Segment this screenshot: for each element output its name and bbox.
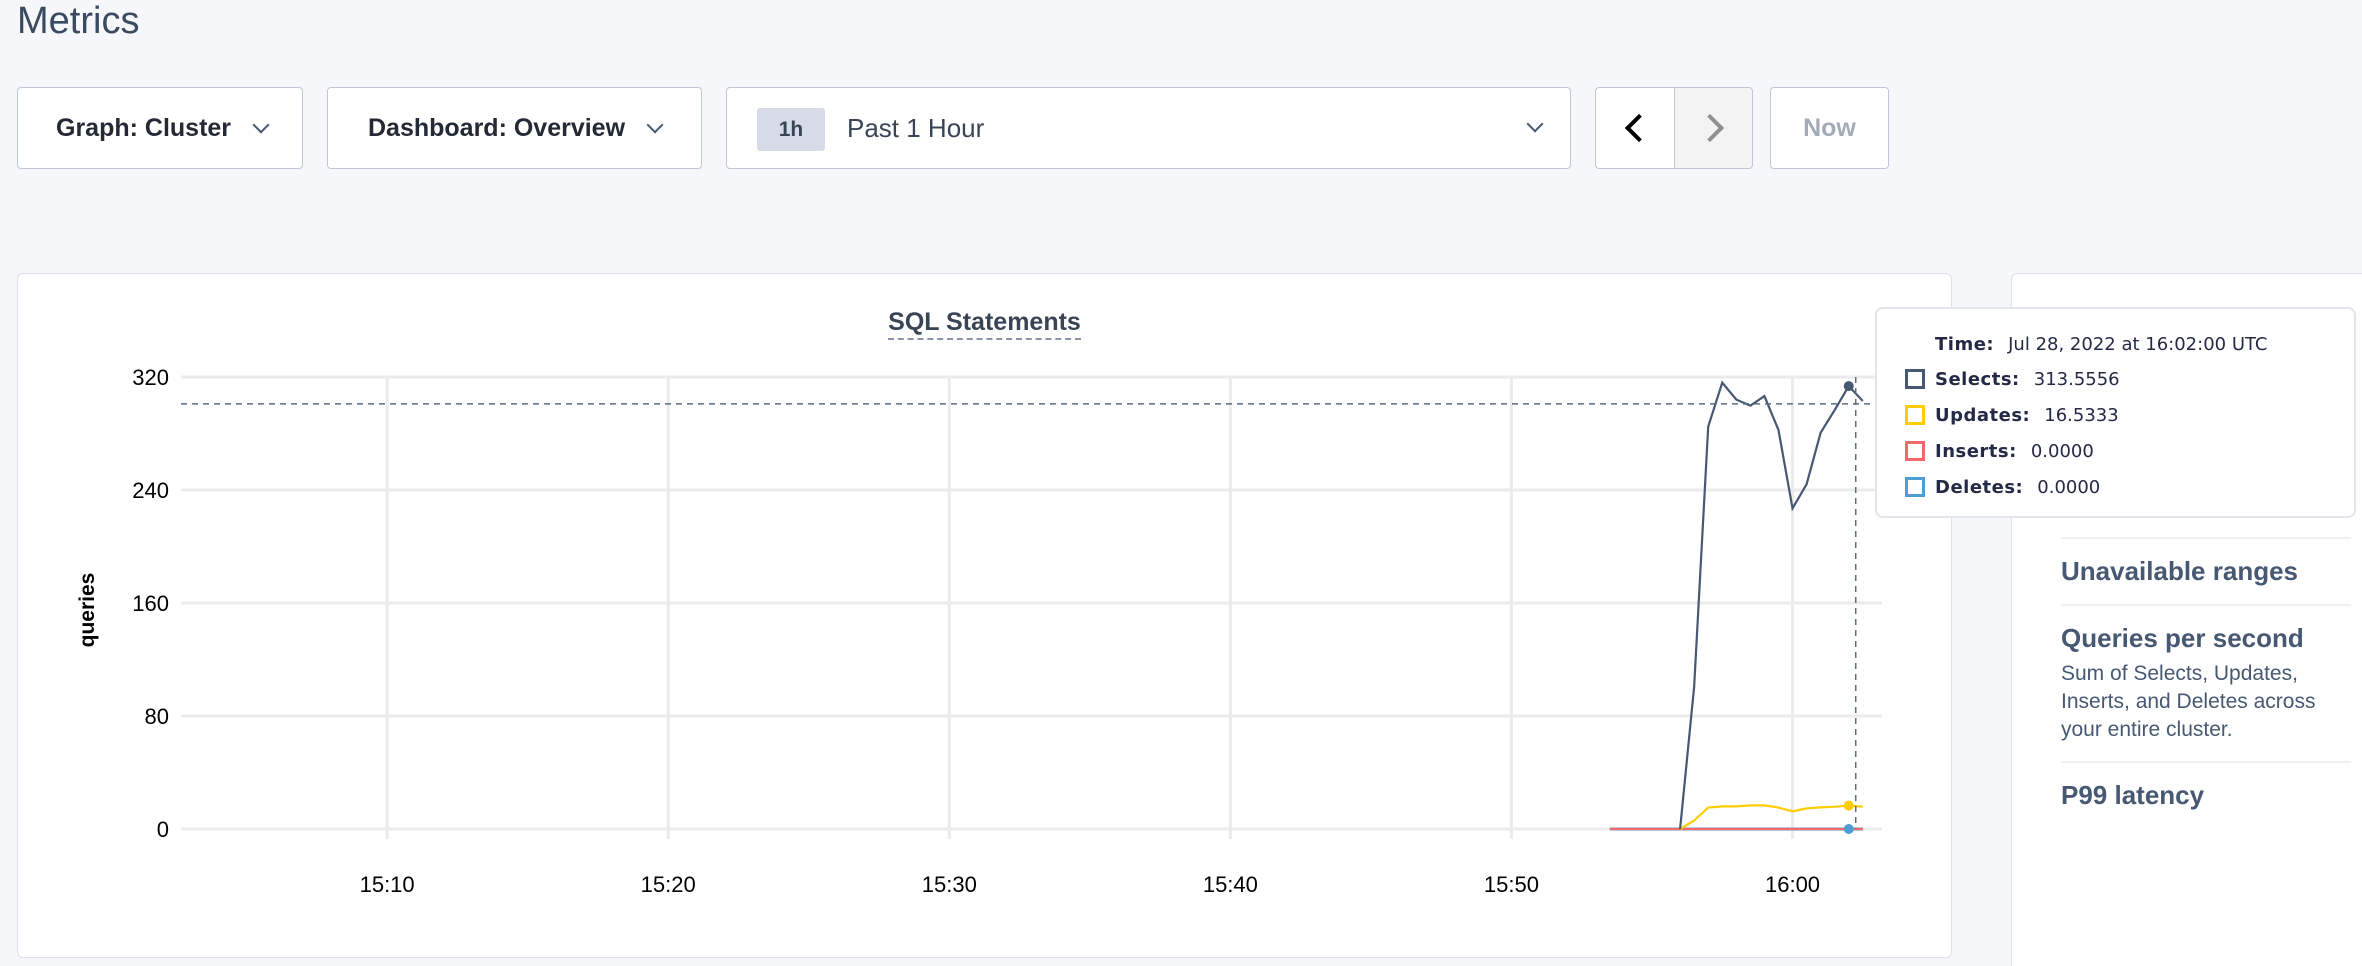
- summary-title: Queries per second: [2061, 623, 2304, 653]
- y-tick-label: 240: [132, 478, 169, 503]
- x-tick-label: 15:30: [922, 872, 977, 897]
- tooltip-label: Updates:: [1935, 404, 2031, 426]
- now-button[interactable]: Now: [1770, 87, 1889, 169]
- summary-title: P99 latency: [2061, 780, 2205, 810]
- series-line-updates: [1679, 804, 1863, 830]
- y-tick-label: 320: [132, 365, 169, 390]
- selects-legend-swatch-icon: [1905, 369, 1925, 389]
- updates-legend-swatch-icon: [1905, 405, 1925, 425]
- prev-time-button[interactable]: [1595, 87, 1675, 169]
- summary-unavailable-ranges: Unavailable ranges: [2061, 539, 2351, 604]
- tooltip-value: 0.0000: [2037, 476, 2101, 498]
- y-tick-label: 0: [157, 817, 169, 842]
- summary-queries-per-second: Queries per second Sum of Selects, Updat…: [2061, 606, 2351, 761]
- hover-point-selects: [1843, 381, 1854, 392]
- tooltip-time-label: Time:: [1935, 333, 1995, 355]
- y-tick-label: 160: [132, 591, 169, 616]
- series-line-selects: [1678, 380, 1864, 830]
- y-axis-label: queries: [76, 573, 99, 648]
- dashboard-select-label: Dashboard: Overview: [368, 113, 626, 142]
- time-range-label: Past 1 Hour: [847, 112, 985, 143]
- tooltip-label: Inserts:: [1935, 440, 2017, 462]
- sql-statements-chart[interactable]: 0 80 160 240 320 15:10 15:20 15:30 15:40 15:50 16:…: [0, 0, 1900, 966]
- hover-point-updates: [1843, 800, 1854, 811]
- chart-title[interactable]: SQL Statements: [17, 308, 1952, 340]
- tooltip-time-value: Jul 28, 2022 at 16:02:00 UTC: [2008, 333, 2268, 355]
- summary-p99-latency: P99 latency: [2061, 763, 2351, 828]
- divider: [2061, 761, 2351, 763]
- divider: [2061, 604, 2351, 606]
- x-tick-label: 15:50: [1484, 872, 1539, 897]
- deletes-legend-swatch-icon: [1905, 477, 1925, 497]
- graph-select-label: Graph: Cluster: [56, 113, 232, 142]
- summary-desc: Sum of Selects, Updates, Inserts, and De…: [2061, 662, 2316, 713]
- tooltip-label: Deletes:: [1935, 476, 2024, 498]
- chart-title-text: SQL Statements: [888, 308, 1081, 340]
- x-tick-label: 15:40: [1203, 872, 1258, 897]
- now-button-label: Now: [1803, 113, 1856, 142]
- tooltip-label: Selects:: [1935, 368, 2020, 390]
- dashboard-select[interactable]: Dashboard: Overview: [327, 87, 702, 169]
- time-range-badge: 1h: [757, 108, 825, 151]
- chart-tooltip: Time: Jul 28, 2022 at 16:02:00 UTC Select…: [1875, 307, 2356, 518]
- x-tick-label: 15:20: [641, 872, 696, 897]
- time-range-select[interactable]: 1h Past 1 Hour: [726, 87, 1571, 169]
- tooltip-value: 0.0000: [2030, 440, 2094, 462]
- y-tick-label: 80: [145, 704, 169, 729]
- summary-desc: your entire cluster.: [2061, 718, 2233, 741]
- x-tick-label: 15:10: [360, 872, 415, 897]
- summary-list: Unavailable ranges Queries per second Su…: [2061, 537, 2351, 828]
- hover-point-deletes: [1843, 824, 1854, 834]
- tooltip-value: 313.5556: [2033, 368, 2120, 390]
- page-title: Metrics: [17, 0, 140, 42]
- tooltip-value: 16.5333: [2044, 404, 2119, 426]
- graph-select[interactable]: Graph: Cluster: [17, 87, 303, 169]
- next-time-button[interactable]: [1674, 87, 1753, 169]
- divider: [2061, 537, 2351, 539]
- x-tick-label: 16:00: [1765, 872, 1820, 897]
- summary-title: Unavailable ranges: [2061, 556, 2298, 586]
- inserts-legend-swatch-icon: [1905, 441, 1925, 461]
- chart-card: [17, 273, 1952, 958]
